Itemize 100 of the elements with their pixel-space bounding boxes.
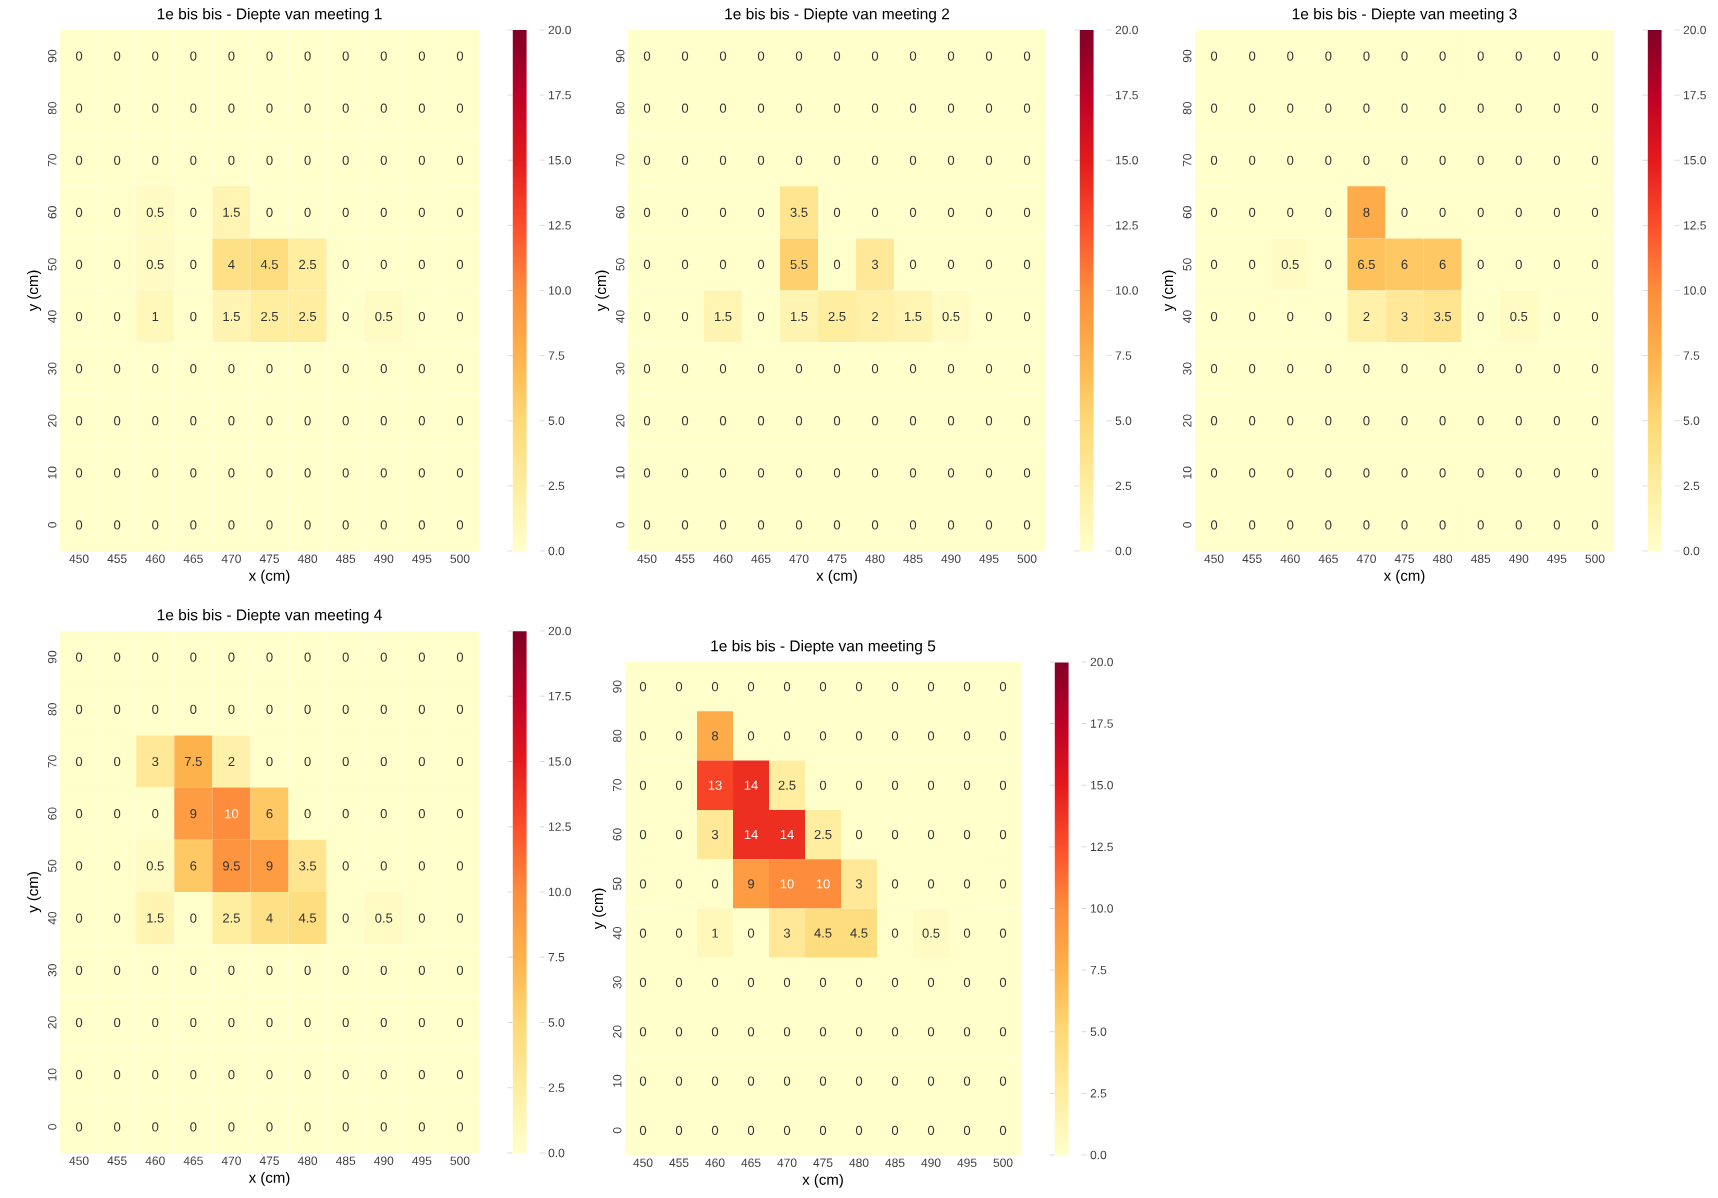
data-label: 0 [456,364,464,374]
x-tick-label: 495 [412,1156,432,1166]
data-label: 0 [963,780,971,790]
data-label: 0 [947,103,955,113]
data-label: 0 [304,704,311,714]
data-label: 0 [75,311,83,322]
y-tick-label: 40 [47,310,57,323]
data-label: 0 [819,1125,827,1135]
data-label: 0 [871,364,879,374]
data-label: 0 [152,965,159,975]
color-bar-label: 7.5 [548,351,565,360]
data-label: 0 [747,682,755,692]
chart-title: 1e bis bis - Diepte van meeting 4 [157,609,382,624]
data-label: 0 [1023,51,1031,61]
y-tick-label: 0 [47,1124,57,1130]
color-bar-label: 2.5 [1683,481,1700,491]
data-label: 0 [1287,155,1294,165]
data-label: 0 [909,259,917,270]
data-label: 0 [1401,364,1408,374]
color-bar-label: 17.5 [1090,719,1113,728]
data-label: 0 [456,1070,464,1080]
data-label: 0 [266,1017,273,1028]
data-label: 0 [999,731,1007,741]
data-label: 0 [891,1076,899,1086]
chart-title: 1e bis bis - Diepte van meeting 5 [711,640,936,655]
data-label: 0 [114,1017,121,1028]
data-label: 1.5 [223,207,240,217]
color-bar-label: 2.5 [1115,481,1132,491]
data-label: 0 [1325,207,1332,217]
data-label: 0 [152,51,159,61]
data-label: 0 [891,1027,899,1037]
data-label: 0 [1325,103,1332,113]
data-label: 0 [1325,155,1332,165]
data-label: 0 [190,704,197,714]
data-label: 0 [675,928,683,938]
data-label: 0 [1210,207,1218,217]
data-label: 1.5 [790,312,808,322]
data-label: 0 [1287,468,1294,478]
data-label: 0 [1515,468,1522,478]
y-tick-label: 20 [47,1016,57,1029]
data-label: 0 [947,364,955,374]
data-label: 4.5 [260,259,278,269]
data-label: 0 [871,155,879,165]
data-label: 0 [380,1017,387,1028]
data-label: 2.5 [223,913,240,923]
data-label: 0 [75,103,83,113]
data-label: 0 [418,468,425,478]
data-label: 0 [757,103,765,113]
data-label: 0 [675,731,683,741]
data-label: 0 [639,780,647,790]
data-label: 0 [871,51,879,61]
data-label: 0 [643,207,651,217]
data-label: 0 [228,416,235,426]
x-tick-label: 490 [941,554,961,563]
x-tick-label: 460 [145,554,165,563]
data-label: 0 [711,682,719,692]
y-tick-label: 10 [47,466,57,479]
data-label: 0 [114,756,121,767]
x-tick-label: 460 [145,1156,165,1166]
x-tick-label: 460 [1280,554,1300,563]
x-tick-label: 465 [751,554,771,563]
data-label: 0 [456,913,464,923]
data-label: 0 [871,103,879,113]
color-bar-label: 12.5 [1683,221,1706,230]
data-label: 0 [1287,103,1294,113]
data-label: 0 [418,756,425,767]
data-label: 0 [1591,207,1599,217]
data-label: 0 [75,1070,83,1080]
data-label: 0 [380,51,387,61]
data-label: 0 [1401,155,1408,165]
data-label: 0 [643,51,651,61]
data-label: 0 [1023,103,1031,113]
data-label: 0 [1401,51,1408,61]
data-label: 4.5 [298,913,317,923]
data-label: 1.5 [714,312,732,322]
data-label: 0 [947,259,955,270]
color-bar-label: 15.0 [1683,155,1706,165]
data-label: 0 [418,861,425,871]
y-tick-label: 0 [47,522,57,528]
data-label: 0 [190,259,197,270]
y-axis-title: y (cm) [595,270,610,312]
data-label: 0 [1363,416,1370,426]
data-label: 0 [228,1017,235,1028]
y-tick-label: 90 [615,49,625,63]
data-label: 0 [909,520,917,530]
data-label: 0 [380,756,387,767]
y-tick-label: 10 [615,466,625,479]
data-label: 0 [342,416,349,426]
data-label: 0 [114,155,121,165]
data-label: 0 [795,103,803,113]
data-label: 0 [999,682,1007,692]
data-label: 0 [1287,207,1294,217]
y-tick-label: 30 [1182,362,1192,375]
y-tick-label: 60 [1182,206,1192,219]
data-label: 0 [1591,155,1599,165]
data-label: 0 [190,364,197,374]
data-label: 0 [833,103,841,113]
data-label: 0 [75,207,83,217]
data-label: 0 [711,1027,719,1037]
data-label: 0 [1023,416,1031,426]
